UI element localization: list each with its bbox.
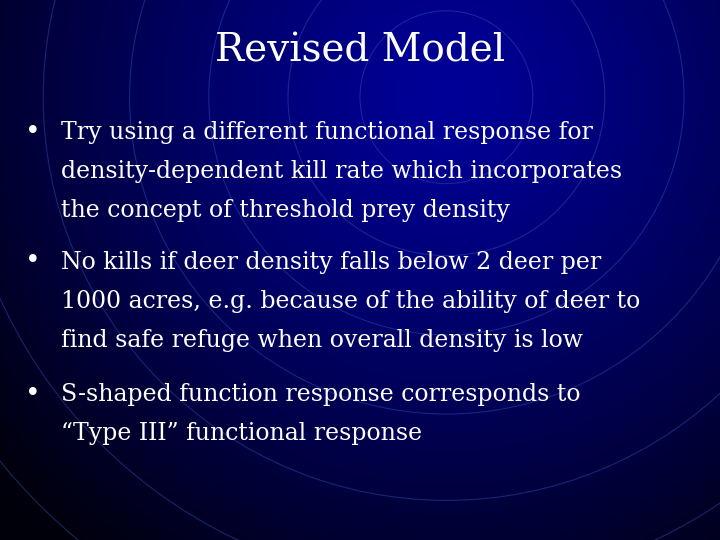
Text: •: • (24, 381, 40, 407)
Text: “Type III” functional response: “Type III” functional response (61, 422, 423, 446)
Text: Revised Model: Revised Model (215, 33, 505, 70)
Text: find safe refuge when overall density is low: find safe refuge when overall density is… (61, 329, 583, 352)
Text: •: • (24, 248, 40, 274)
Text: No kills if deer density falls below 2 deer per: No kills if deer density falls below 2 d… (61, 251, 601, 274)
Text: the concept of threshold prey density: the concept of threshold prey density (61, 199, 510, 222)
Text: Try using a different functional response for: Try using a different functional respons… (61, 122, 593, 145)
Text: 1000 acres, e.g. because of the ability of deer to: 1000 acres, e.g. because of the ability … (61, 290, 641, 313)
Text: •: • (24, 119, 40, 145)
Text: S-shaped function response corresponds to: S-shaped function response corresponds t… (61, 383, 581, 407)
Text: density-dependent kill rate which incorporates: density-dependent kill rate which incorp… (61, 160, 622, 184)
